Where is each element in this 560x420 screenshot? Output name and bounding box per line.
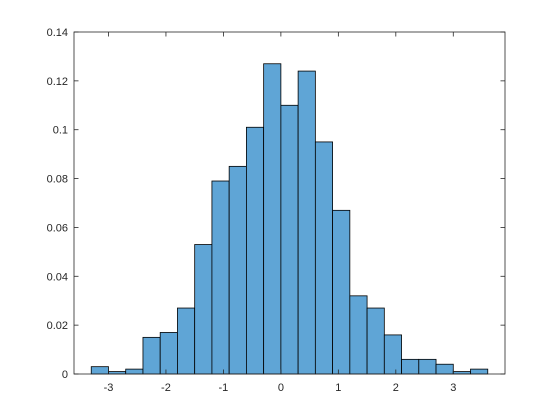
y-tick-label: 0.14	[47, 27, 68, 39]
histogram-bar	[211, 180, 230, 375]
histogram-bar	[401, 358, 420, 375]
histogram-bar	[125, 368, 144, 375]
y-tick-label: 0.06	[47, 222, 68, 234]
axes-group	[73, 31, 506, 375]
axes-box	[73, 31, 506, 375]
histogram-bar	[297, 70, 316, 375]
y-tick-label: 0.08	[47, 174, 68, 186]
x-tick-label: -3	[104, 382, 114, 394]
x-tick-label: -1	[219, 382, 229, 394]
x-tick-label: 2	[393, 382, 399, 394]
histogram-bar	[418, 358, 437, 375]
x-tick-label: 1	[335, 382, 341, 394]
y-tick-label: 0.04	[47, 271, 68, 283]
histogram-bar	[332, 209, 351, 375]
histogram-bar	[470, 368, 489, 375]
histogram-bar	[383, 334, 402, 375]
histogram-bar	[366, 307, 385, 375]
histogram-bar	[435, 363, 454, 375]
histogram-bar	[228, 165, 247, 375]
x-tick-label: -2	[161, 382, 171, 394]
x-axis-ticks: -3 -2 -1 0 1 2 3	[104, 32, 456, 394]
histogram-bar	[263, 63, 282, 375]
histogram-bar	[280, 104, 299, 375]
histogram-bar	[142, 336, 161, 375]
histogram-bar	[177, 307, 196, 375]
x-tick-label: 3	[450, 382, 456, 394]
histogram-bar	[159, 332, 178, 375]
histogram-bar	[194, 244, 213, 375]
y-tick-label: 0.02	[47, 320, 68, 332]
x-tick-label: 0	[278, 382, 284, 394]
histogram-bar	[314, 141, 333, 375]
y-tick-label: 0.1	[53, 125, 68, 137]
y-tick-label: 0	[62, 369, 68, 381]
histogram-bar	[349, 295, 368, 375]
y-axis-ticks: 0 0.02 0.04 0.06 0.08 0.1 0.12 0.14	[47, 27, 505, 381]
histogram-bar	[245, 126, 265, 375]
y-tick-label: 0.12	[47, 76, 68, 88]
histogram-bar	[90, 366, 109, 375]
